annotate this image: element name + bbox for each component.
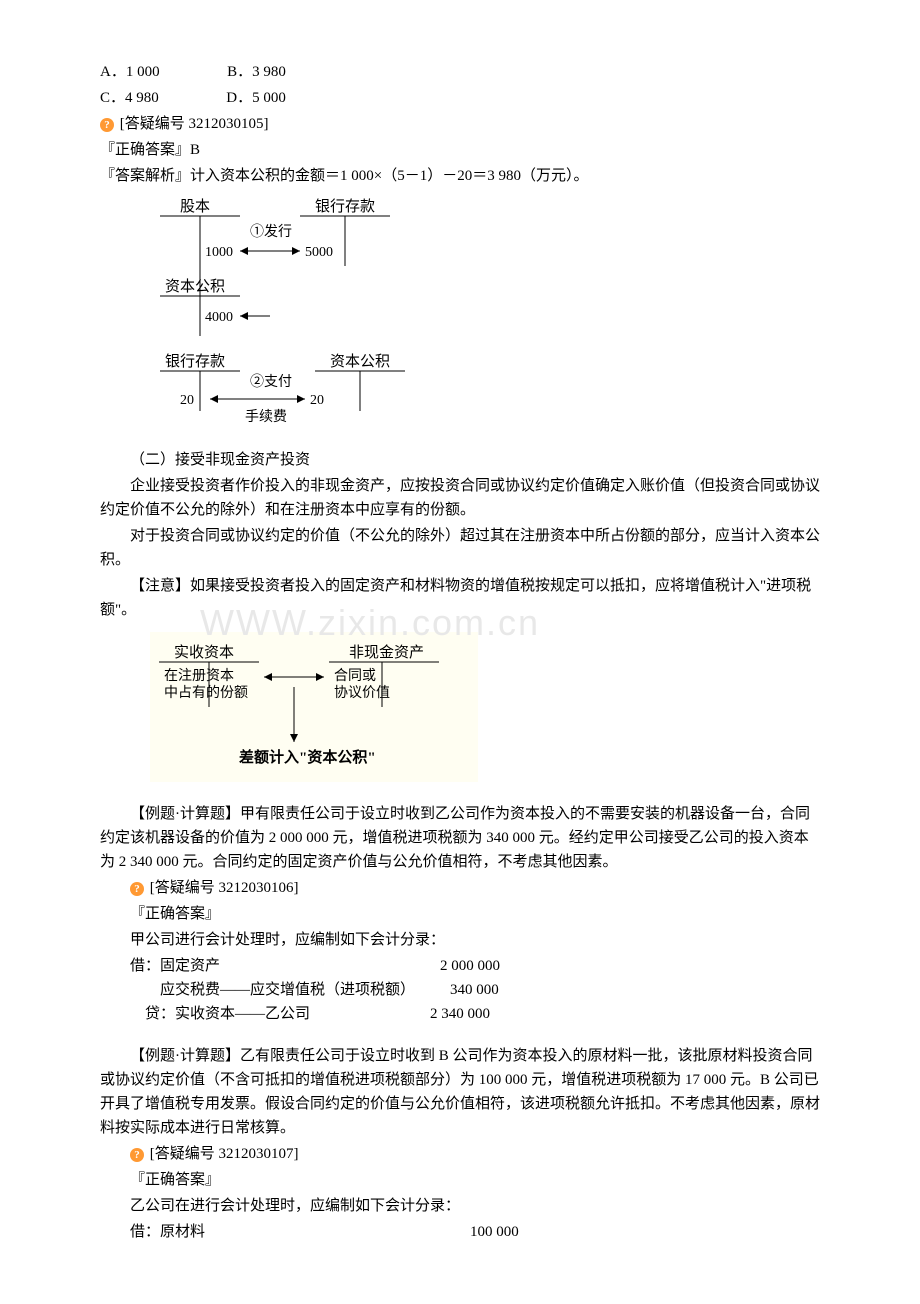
d2-sub2: 中占有的份额 (164, 685, 248, 701)
option-b: B．3 980 (227, 64, 286, 80)
qref-1-row: ? [答疑编号 3212030105] (100, 112, 820, 136)
d1-yinhang: 银行存款 (315, 198, 375, 215)
d2-sub1: 在注册资本 (164, 668, 234, 684)
entry-2-r3-label: 贷：实收资本——乙公司 (130, 1002, 430, 1026)
qref-2-row: ? [答疑编号 3212030106] (100, 876, 820, 900)
d2-sub4: 协议价值 (334, 685, 390, 701)
qref-3-row: ? [答疑编号 3212030107] (100, 1142, 820, 1166)
answer-2-intro: 甲公司进行会计处理时，应编制如下会计分录： (100, 928, 820, 952)
answer-1-explain: 『答案解析』计入资本公积的金额＝1 000×（5－1）－20＝3 980（万元）… (100, 164, 820, 188)
d2-bottom: 差额计入"资本公积" (239, 748, 376, 766)
option-c: C．4 980 (100, 90, 159, 106)
entry-2-r3: 贷：实收资本——乙公司 2 340 000 (100, 1002, 820, 1026)
d1-zhifu: ②支付 (250, 374, 292, 390)
entry-2-r1-label: 借：固定资产 (130, 954, 440, 978)
example-2-title: 【例题·计算题】甲有限责任公司于设立时收到乙公司作为资本投入的不需要安装的机器设… (100, 802, 820, 874)
option-a: A．1 000 (100, 64, 160, 80)
entry-2-r2-label: 应交税费——应交增值税（进项税额） (130, 978, 450, 1002)
d1-faxing: ①发行 (250, 224, 292, 240)
entry-3-r1-label: 借：原材料 (130, 1220, 470, 1244)
d2-shishou: 实收资本 (174, 644, 234, 661)
question-mark-icon: ? (130, 1148, 144, 1162)
section-2-title: （二）接受非现金资产投资 (100, 448, 820, 472)
entry-2-r2: 应交税费——应交增值税（进项税额） 340 000 (100, 978, 820, 1002)
diagram-2-svg: 实收资本 在注册资本 中占有的份额 非现金资产 合同或 协议价值 差额计入"资本… (154, 642, 474, 772)
question-mark-icon: ? (100, 118, 114, 132)
d2-sub3: 合同或 (334, 668, 376, 684)
entry-3-r1: 借：原材料 100 000 (100, 1220, 820, 1244)
entry-2-r1: 借：固定资产 2 000 000 (100, 954, 820, 978)
d1-shouxu: 手续费 (245, 408, 287, 425)
section-2-p2: 对于投资合同或协议约定的价值（不公允的除外）超过其在注册资本中所占份额的部分，应… (100, 524, 820, 572)
example-3-title: 【例题·计算题】乙有限责任公司于设立时收到 B 公司作为资本投入的原材料一批，该… (100, 1044, 820, 1140)
section-2-p3: 【注意】如果接受投资者投入的固定资产和材料物资的增值税按规定可以抵扣，应将增值税… (100, 574, 820, 622)
d1-yinhang2: 银行存款 (165, 353, 225, 370)
qref-3: [答疑编号 3212030107] (150, 1146, 299, 1162)
section-2-p1: 企业接受投资者作价投入的非现金资产，应按投资合同或协议约定价值确定入账价值（但投… (100, 474, 820, 522)
entry-2-r3-amount: 2 340 000 (430, 1002, 490, 1026)
option-row-1: A．1 000 B．3 980 (100, 60, 820, 84)
d2-feixian: 非现金资产 (349, 644, 424, 661)
answer-3-intro: 乙公司在进行会计处理时，应编制如下会计分录： (100, 1194, 820, 1218)
answer-1-label: 『正确答案』B (100, 138, 820, 162)
d1-20b: 20 (310, 393, 324, 408)
entry-2-r1-amount: 2 000 000 (440, 954, 500, 978)
entry-2-r2-amount: 340 000 (450, 978, 499, 1002)
d1-guben: 股本 (180, 198, 210, 215)
answer-2-label: 『正确答案』 (100, 902, 820, 926)
diagram-1-svg: 股本 银行存款 ①发行 1000 5000 资本公积 4000 银行存款 资本公… (150, 196, 450, 436)
diagram-1: 股本 银行存款 ①发行 1000 5000 资本公积 4000 银行存款 资本公… (150, 196, 820, 436)
answer-3-label: 『正确答案』 (100, 1168, 820, 1192)
qref-1: [答疑编号 3212030105] (120, 116, 269, 132)
question-mark-icon: ? (130, 882, 144, 896)
d1-4000: 4000 (205, 310, 233, 325)
d1-5000: 5000 (305, 245, 333, 260)
entry-3-r1-amount: 100 000 (470, 1220, 519, 1244)
option-d: D．5 000 (226, 90, 286, 106)
diagram-2: 实收资本 在注册资本 中占有的份额 非现金资产 合同或 协议价值 差额计入"资本… (150, 632, 478, 782)
option-row-2: C．4 980 D．5 000 (100, 86, 820, 110)
d1-20a: 20 (180, 393, 194, 408)
d1-ziben: 资本公积 (165, 278, 225, 295)
d1-1000: 1000 (205, 245, 233, 260)
qref-2: [答疑编号 3212030106] (150, 880, 299, 896)
d1-ziben2: 资本公积 (330, 353, 390, 370)
